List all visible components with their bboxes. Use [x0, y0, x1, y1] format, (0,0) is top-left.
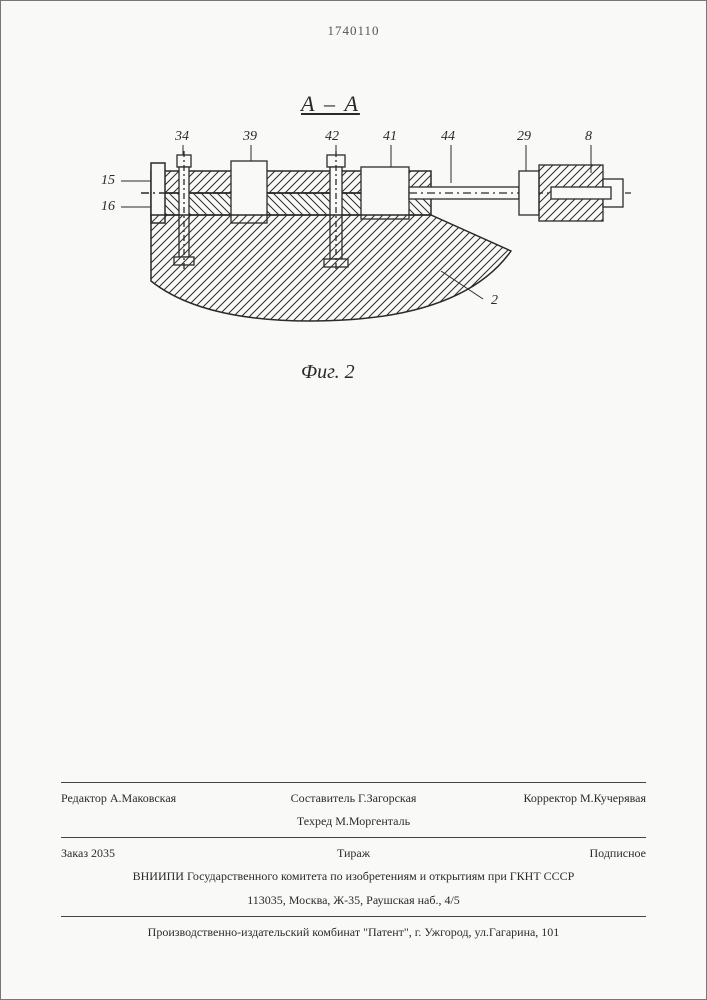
callout-34: 34 — [175, 129, 189, 145]
figure-a-a — [91, 131, 631, 351]
colophon: Редактор А.Маковская Составитель Г.Загор… — [61, 778, 646, 944]
callout-44: 44 — [441, 129, 455, 145]
callout-15: 15 — [101, 173, 115, 189]
techred-credit: Техред М.Моргенталь — [256, 812, 451, 831]
corrector-credit: Корректор М.Кучерявая — [451, 789, 646, 808]
section-view-label: А – А — [301, 91, 360, 117]
figure-svg — [91, 131, 631, 351]
divider — [61, 837, 646, 838]
callout-41: 41 — [383, 129, 397, 145]
publisher-address-1: 113035, Москва, Ж-35, Раушская наб., 4/5 — [61, 889, 646, 912]
callout-29: 29 — [517, 129, 531, 145]
publisher-line-2: Производственно-издательский комбинат "П… — [61, 921, 646, 944]
print-run: Тираж — [256, 844, 451, 863]
callout-8: 8 — [585, 129, 592, 145]
compiler-credit: Составитель Г.Загорская — [256, 789, 451, 808]
doc-number: 1740110 — [1, 23, 706, 39]
callout-42: 42 — [325, 129, 339, 145]
callout-16: 16 — [101, 199, 115, 215]
subscription: Подписное — [451, 844, 646, 863]
page: 1740110 А – А — [0, 0, 707, 1000]
divider — [61, 916, 646, 917]
order-row: Заказ 2035 Тираж Подписное — [61, 842, 646, 865]
divider — [61, 782, 646, 783]
callout-2: 2 — [491, 293, 498, 309]
credits-row-2: Техред М.Моргенталь — [61, 810, 646, 833]
order-number: Заказ 2035 — [61, 844, 256, 863]
callout-39: 39 — [243, 129, 257, 145]
credits-row-1: Редактор А.Маковская Составитель Г.Загор… — [61, 787, 646, 810]
publisher-line-1: ВНИИПИ Государственного комитета по изоб… — [61, 865, 646, 888]
figure-caption: Фиг. 2 — [301, 361, 355, 384]
editor-credit: Редактор А.Маковская — [61, 789, 256, 808]
